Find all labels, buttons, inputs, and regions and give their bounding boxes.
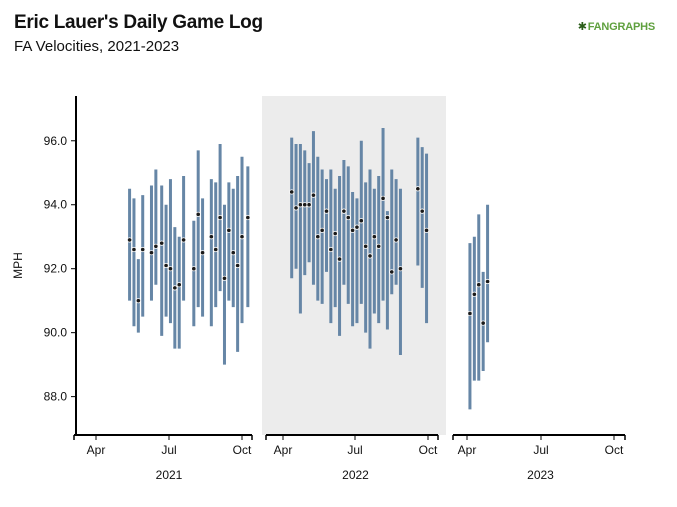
avg-point	[332, 230, 338, 237]
avg-point	[293, 205, 299, 211]
avg-point	[245, 214, 251, 221]
avg-point	[306, 202, 312, 208]
avg-point	[289, 189, 295, 195]
avg-point	[467, 310, 473, 317]
avg-point	[131, 246, 137, 253]
avg-point	[159, 240, 165, 246]
avg-point	[319, 227, 325, 233]
avg-point	[153, 243, 159, 249]
avg-point	[363, 243, 369, 249]
avg-point	[302, 202, 308, 208]
x-tick-label: Apr	[458, 443, 477, 457]
avg-point	[323, 208, 330, 214]
x-tick-label: Apr	[87, 443, 106, 457]
avg-point	[176, 282, 182, 288]
avg-point	[484, 278, 491, 285]
y-tick-label: 94.0	[44, 198, 68, 212]
avg-point	[328, 246, 334, 253]
fangraphs-logo-icon: ✱	[577, 21, 587, 33]
avg-point	[191, 266, 197, 272]
avg-point	[199, 250, 206, 256]
x-tick-label: Oct	[419, 443, 438, 457]
avg-point	[126, 237, 133, 243]
avg-point	[376, 243, 382, 249]
avg-point	[397, 266, 404, 272]
avg-point	[336, 256, 343, 262]
avg-point	[423, 227, 430, 233]
x-tick-label: Apr	[274, 443, 293, 457]
avg-point	[389, 269, 395, 275]
avg-point	[384, 214, 390, 221]
avg-point	[208, 234, 214, 240]
avg-point	[167, 266, 174, 272]
year-label-2023: 2023	[527, 468, 554, 482]
avg-point	[226, 227, 232, 233]
avg-point	[380, 195, 386, 201]
avg-point	[148, 250, 155, 256]
avg-point	[195, 211, 201, 217]
avg-point	[480, 320, 486, 326]
avg-point	[297, 202, 303, 208]
x-tick-label: Jul	[533, 443, 548, 457]
x-tick-label: Jul	[347, 443, 362, 457]
avg-point	[354, 224, 360, 230]
avg-point	[419, 208, 425, 214]
avg-point	[367, 253, 373, 259]
y-tick-label: 92.0	[44, 262, 68, 276]
avg-point	[371, 234, 377, 240]
avg-point	[349, 227, 356, 233]
avg-point	[393, 237, 399, 243]
y-tick-label: 90.0	[44, 326, 68, 340]
chart-title: Eric Lauer's Daily Game Log	[14, 12, 263, 33]
avg-point	[235, 262, 241, 269]
avg-point	[315, 234, 321, 240]
avg-point	[221, 275, 228, 281]
fangraphs-logo-text: FANGRAPHS	[587, 21, 655, 33]
x-tick-label: Oct	[605, 443, 624, 457]
avg-point	[135, 298, 141, 304]
avg-point	[213, 246, 219, 253]
avg-point	[163, 262, 169, 269]
x-tick-label: Jul	[161, 443, 176, 457]
y-axis-label: MPH	[11, 252, 25, 279]
avg-point	[476, 282, 482, 288]
year-label-2022: 2022	[342, 468, 369, 482]
avg-point	[181, 237, 187, 243]
x-tick-label: Oct	[233, 443, 252, 457]
avg-point	[310, 192, 317, 198]
avg-point	[345, 214, 351, 221]
avg-point	[217, 214, 223, 221]
year-label-2021: 2021	[156, 468, 183, 482]
fangraphs-logo[interactable]: ✱FANGRAPHS	[578, 20, 655, 33]
avg-point	[471, 291, 477, 297]
avg-point	[341, 208, 347, 214]
avg-point	[230, 250, 236, 256]
avg-point	[239, 234, 245, 240]
chart-subtitle: FA Velocities, 2021-2023	[14, 38, 180, 55]
avg-point	[172, 285, 178, 291]
y-tick-label: 96.0	[44, 134, 68, 148]
avg-point	[358, 218, 364, 224]
avg-point	[415, 186, 421, 192]
avg-point	[140, 246, 146, 253]
y-tick-label: 88.0	[44, 390, 68, 404]
